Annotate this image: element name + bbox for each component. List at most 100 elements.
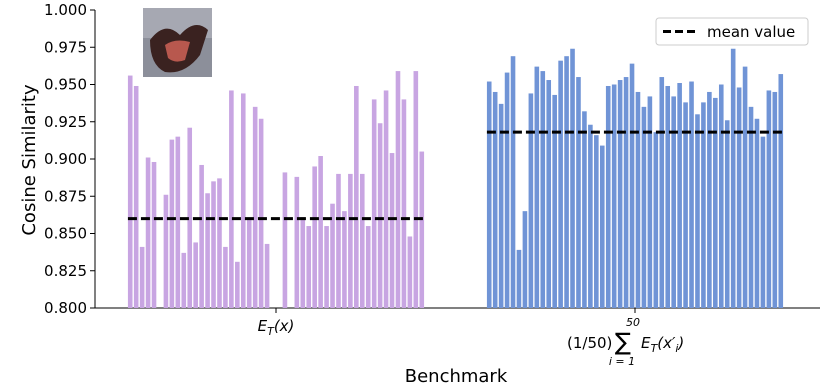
bar — [133, 85, 139, 309]
bar — [187, 127, 193, 309]
bar — [252, 106, 258, 308]
bar — [778, 74, 784, 308]
bar — [760, 136, 766, 308]
bar — [623, 77, 629, 308]
bar — [683, 102, 688, 308]
bar — [395, 71, 401, 308]
bar — [413, 71, 419, 308]
bar — [594, 135, 599, 308]
label-part: E — [258, 317, 268, 335]
bar — [629, 63, 635, 308]
bar — [653, 132, 659, 308]
bar — [235, 261, 240, 308]
bar — [139, 246, 145, 308]
bar — [582, 111, 587, 308]
bar — [365, 226, 371, 308]
bar — [617, 80, 623, 308]
y-tick-label: 0.825 — [44, 262, 87, 280]
bar — [754, 118, 760, 309]
legend-box — [655, 17, 809, 46]
bar — [671, 96, 676, 308]
bar — [528, 93, 534, 308]
bar — [730, 48, 736, 309]
y-tick-label: 0.875 — [44, 187, 87, 205]
bar — [641, 106, 647, 308]
bar — [389, 153, 395, 308]
bar — [205, 193, 210, 308]
y-tick-label: 0.900 — [44, 150, 87, 168]
bar — [264, 243, 270, 308]
bar — [522, 211, 528, 308]
bar — [348, 173, 353, 308]
bar — [306, 226, 312, 308]
bar — [599, 145, 605, 308]
bar — [659, 77, 665, 308]
bar — [611, 84, 617, 308]
bar — [211, 181, 216, 308]
y-tick-label: 1.000 — [44, 1, 87, 19]
x-tick-label: (1/50) ∑ 50 i = 1 ET(x′i) — [567, 316, 684, 368]
y-tick-label: 0.850 — [44, 225, 87, 243]
label-part: ∑ — [615, 328, 631, 356]
y-tick-label: 0.975 — [44, 38, 87, 56]
bar — [324, 226, 329, 308]
label-part: i = 1 — [609, 355, 635, 368]
label-part: (x) — [274, 317, 295, 335]
bar — [695, 114, 700, 308]
bar — [516, 249, 522, 308]
bar — [701, 102, 706, 308]
bar — [766, 90, 772, 309]
label-part: i — [675, 342, 678, 355]
bar — [724, 120, 730, 308]
bar — [540, 71, 546, 308]
bar — [742, 66, 748, 309]
x-tick-label: ET(x) — [258, 317, 295, 338]
bar — [240, 93, 246, 308]
bar — [552, 94, 557, 309]
bar — [689, 81, 694, 309]
y-tick-label: 0.925 — [44, 113, 87, 131]
bar — [498, 103, 504, 309]
bar — [336, 173, 341, 308]
bar — [486, 81, 492, 309]
label-part: (1/50) — [567, 334, 612, 352]
bar — [407, 236, 413, 308]
label-part: T — [267, 325, 275, 338]
bar — [193, 242, 198, 308]
bar — [504, 72, 510, 308]
bar — [718, 84, 724, 308]
bar — [772, 91, 778, 308]
label-part: (x′ — [657, 334, 676, 352]
bar — [175, 136, 181, 308]
bar — [127, 75, 133, 308]
x-axis-label: Benchmark — [405, 366, 508, 387]
legend: mean value — [655, 17, 809, 46]
bar — [318, 156, 323, 308]
bar — [229, 90, 234, 309]
bar — [564, 56, 569, 308]
bar — [576, 77, 581, 308]
bar — [558, 60, 563, 308]
label-part: ) — [677, 334, 684, 352]
bar — [377, 123, 383, 309]
y-axis-label: Cosine Similarity — [19, 84, 40, 236]
y-tick-label: 0.800 — [44, 299, 87, 317]
label-part: E — [641, 334, 651, 352]
bar — [246, 218, 252, 308]
bar — [748, 106, 754, 308]
bar — [300, 217, 306, 308]
bar — [510, 56, 516, 308]
bar — [570, 48, 575, 309]
bar — [169, 139, 175, 308]
bar — [647, 96, 653, 308]
bar — [371, 99, 377, 309]
bar — [342, 211, 347, 308]
bar — [419, 151, 425, 308]
thumbnail — [143, 8, 212, 77]
bar — [258, 118, 264, 309]
bar — [312, 166, 317, 308]
bar — [665, 85, 671, 309]
y-tick-label: 0.950 — [44, 76, 87, 94]
bar — [359, 173, 365, 308]
bar — [199, 164, 204, 308]
